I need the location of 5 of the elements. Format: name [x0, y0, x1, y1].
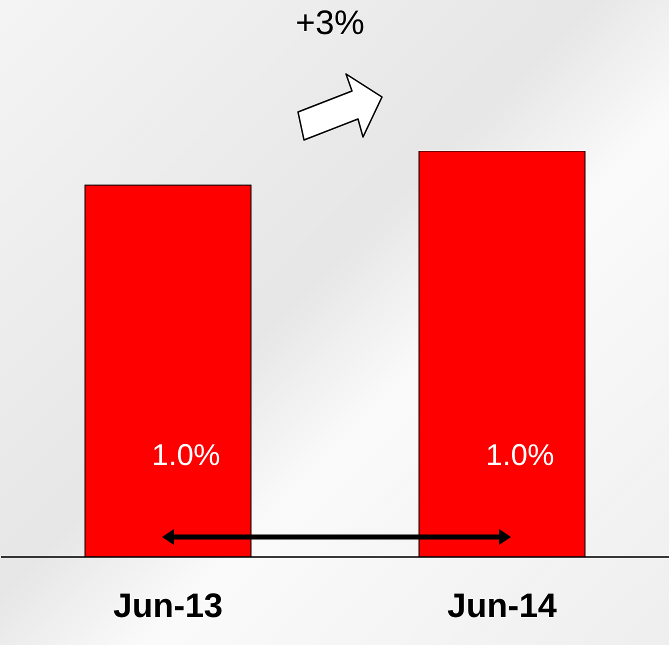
text: +3% [294, 4, 366, 43]
text: 1.0% [486, 439, 554, 472]
x-tick-label: Jun-14 [447, 587, 557, 626]
x-tick-label: Jun-13 [113, 587, 223, 626]
text: 1.0% [152, 439, 220, 472]
